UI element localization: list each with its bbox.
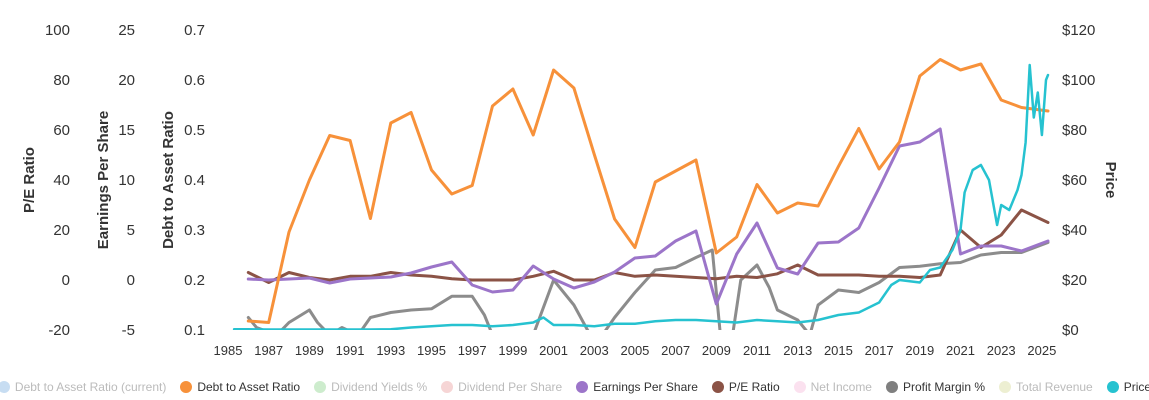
legend-item-dividend-yields[interactable]: Dividend Yields % (314, 380, 427, 394)
legend-marker-icon (793, 381, 806, 393)
x-tick-label: 2003 (580, 343, 609, 358)
legend-label: P/E Ratio (728, 380, 780, 394)
pe-axis-title: P/E Ratio (21, 147, 38, 213)
pe-tick-label: 0 (62, 272, 70, 289)
eps-tick-label: 5 (127, 222, 135, 239)
x-tick-label: 1999 (498, 343, 527, 358)
x-tick-label: 2001 (539, 343, 568, 358)
debt-tick-label: 0.4 (184, 172, 205, 189)
debt-tick-label: 0.5 (184, 122, 205, 139)
legend-label: Debt to Asset Ratio (current) (14, 380, 167, 394)
legend-marker-icon (180, 381, 193, 393)
pe-tick-label: -20 (48, 322, 70, 339)
x-tick-label: 2007 (661, 343, 690, 358)
legend-label: Debt to Asset Ratio (197, 380, 301, 394)
legend-label: Net Income (810, 380, 872, 394)
legend-label: Profit Margin % (902, 380, 986, 394)
x-tick-label: 2025 (1027, 343, 1056, 358)
x-tick-label: 2011 (743, 343, 771, 358)
debt-tick-label: 0.6 (184, 72, 205, 89)
p-e-ratio-line[interactable] (246, 208, 1050, 284)
earnings-per-share-line[interactable] (246, 127, 1050, 306)
legend-label: Total Revenue (1016, 380, 1093, 394)
debt-tick-label: 0.2 (184, 272, 205, 289)
pe-tick-label: 60 (53, 122, 70, 139)
legend-item-dividend-per-share[interactable]: Dividend Per Share (441, 380, 562, 394)
eps-tick-label: 10 (118, 172, 135, 189)
eps-axis-title: Earnings Per Share (95, 111, 112, 249)
legend-marker-icon (1106, 381, 1119, 393)
debt-tick-label: 0.7 (184, 22, 205, 39)
x-tick-label: 2015 (824, 343, 853, 358)
eps-tick-label: 25 (118, 22, 135, 39)
series (232, 58, 1050, 336)
x-tick-label: 1991 (336, 343, 365, 358)
eps-tick-label: 15 (118, 122, 135, 139)
legend-marker-icon (885, 381, 898, 393)
x-tick-label: 1985 (214, 343, 243, 358)
price-axis-title: Price (1102, 162, 1119, 199)
price-tick-label: $100 (1062, 72, 1095, 89)
legend-item-p-e-ratio[interactable]: P/E Ratio (711, 380, 780, 394)
legend-marker-icon (711, 381, 724, 393)
pe-tick-label: 40 (53, 172, 70, 189)
legend-item-earnings-per-share[interactable]: Earnings Per Share (576, 380, 698, 394)
legend-item-profit-margin[interactable]: Profit Margin % (885, 380, 986, 394)
x-tick-label: 2023 (987, 343, 1016, 358)
legend-label: Earnings Per Share (593, 380, 698, 394)
x-tick-label: 2017 (865, 343, 894, 358)
x-tick-label: 2019 (905, 343, 934, 358)
legend-marker-icon (314, 381, 327, 393)
x-tick-label: 2005 (620, 343, 649, 358)
price-tick-label: $20 (1062, 272, 1087, 289)
legend-marker-icon (576, 381, 589, 393)
legend-item-net-income[interactable]: Net Income (793, 380, 872, 394)
legend-marker-icon (999, 381, 1012, 393)
x-tick-label: 1993 (376, 343, 405, 358)
x-tick-label: 2021 (946, 343, 975, 358)
legend-label: Dividend Yields % (331, 380, 428, 394)
legend-marker-icon (441, 381, 454, 393)
price-tick-label: $80 (1062, 122, 1087, 139)
pe-tick-label: 80 (53, 72, 70, 89)
x-tick-label: 2013 (783, 343, 812, 358)
legend-item-debt-to-asset-ratio[interactable]: Debt to Asset Ratio (180, 380, 300, 394)
price-tick-label: $40 (1062, 222, 1087, 239)
legend-marker-icon (0, 381, 10, 393)
pe-tick-label: 100 (45, 22, 70, 39)
debt-tick-label: 0.3 (184, 222, 205, 239)
legend-label: Dividend Per Share (458, 380, 563, 394)
legend: Debt to Asset Ratio (current) Debt to Ass… (0, 376, 1149, 398)
eps-tick-label: 20 (118, 72, 135, 89)
debt-tick-label: 0.1 (184, 322, 205, 339)
price-line[interactable] (232, 63, 1050, 330)
profit-margin-line[interactable] (246, 241, 1050, 336)
x-tick-label: 1997 (458, 343, 487, 358)
debt-axis-title: Debt to Asset Ratio (160, 111, 177, 249)
pe-tick-label: 20 (53, 222, 70, 239)
x-tick-label: 2009 (702, 343, 731, 358)
x-tick-label: 1987 (254, 343, 283, 358)
legend-item-price[interactable]: Price (1106, 380, 1149, 394)
legend-item-total-revenue[interactable]: Total Revenue (999, 380, 1093, 394)
legend-label: Price (1123, 380, 1149, 394)
debt-to-asset-ratio-line[interactable] (246, 58, 1050, 324)
price-tick-label: $0 (1062, 322, 1079, 339)
legend-item-debt-to-asset-ratio-current[interactable]: Debt to Asset Ratio (current) (0, 380, 166, 394)
eps-tick-label: -5 (122, 322, 135, 339)
x-tick-label: 1995 (417, 343, 446, 358)
price-tick-label: $60 (1062, 172, 1087, 189)
x-tick-label: 1989 (295, 343, 324, 358)
price-tick-label: $120 (1062, 22, 1095, 39)
eps-tick-label: 0 (127, 272, 135, 289)
